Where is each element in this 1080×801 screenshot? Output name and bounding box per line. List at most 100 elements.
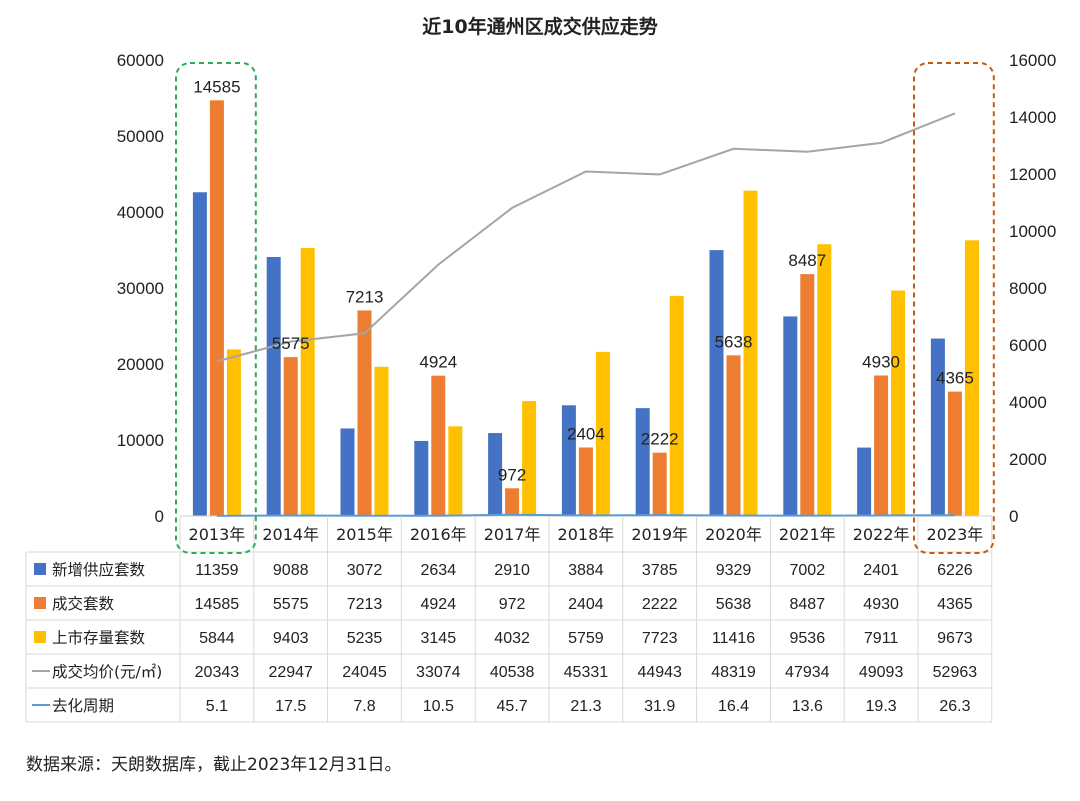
table-cell: 48319 <box>711 664 756 681</box>
data-label: 5638 <box>715 332 753 351</box>
table-cell: 21.3 <box>570 698 601 715</box>
category-label: 2021年 <box>779 525 836 544</box>
bar <box>635 408 650 516</box>
bar <box>578 447 593 516</box>
data-label: 5575 <box>272 334 310 353</box>
bar <box>522 401 537 516</box>
table-cell: 44943 <box>637 664 682 681</box>
data-label: 2404 <box>567 424 605 443</box>
table-cell: 14585 <box>195 596 240 613</box>
category-label: 2015年 <box>336 525 393 544</box>
table-cell: 3145 <box>421 630 457 647</box>
bar <box>964 240 979 516</box>
bar <box>357 310 372 516</box>
category-label: 2016年 <box>410 525 467 544</box>
data-label: 8487 <box>788 251 826 270</box>
table-row-name: 成交均价(元/㎡) <box>52 663 162 681</box>
right-tick-label: 0 <box>1009 507 1018 526</box>
table-cell: 3884 <box>568 562 604 579</box>
left-tick-label: 50000 <box>117 127 164 146</box>
bar <box>283 357 298 516</box>
series-line <box>216 513 955 517</box>
right-tick-label: 6000 <box>1009 336 1047 355</box>
table-cell: 7213 <box>347 596 383 613</box>
bar <box>192 192 207 516</box>
bar <box>505 488 520 516</box>
bar <box>947 391 962 516</box>
right-tick-label: 4000 <box>1009 393 1047 412</box>
data-label: 4365 <box>936 369 974 388</box>
bar-group <box>180 100 992 517</box>
bar <box>374 366 389 516</box>
table-cell: 2634 <box>421 562 457 579</box>
table-cell: 4924 <box>421 596 457 613</box>
category-label: 2014年 <box>262 525 319 544</box>
bar <box>817 244 832 516</box>
table-cell: 3072 <box>347 562 383 579</box>
bar <box>891 290 906 516</box>
right-tick-label: 14000 <box>1009 108 1056 127</box>
table-cell: 24045 <box>342 664 387 681</box>
data-label: 972 <box>498 465 526 484</box>
table-cell: 5844 <box>199 630 235 647</box>
right-tick-label: 2000 <box>1009 450 1047 469</box>
table-cell: 4365 <box>937 596 973 613</box>
legend-swatch <box>34 597 46 609</box>
bar <box>226 349 241 516</box>
table-cell: 10.5 <box>423 698 454 715</box>
chart-title: 近10年通州区成交供应走势 <box>422 15 657 38</box>
table-cell: 5575 <box>273 596 309 613</box>
bar <box>726 355 741 516</box>
legend-swatch <box>34 563 46 575</box>
table-row-name: 成交套数 <box>52 595 115 613</box>
table-cell: 7.8 <box>353 698 375 715</box>
bar <box>652 452 667 516</box>
right-axis: 0 2000 4000 6000 8000 10000 12000 14000 16000 <box>1009 51 1056 526</box>
table-row-name: 上市存量套数 <box>52 629 146 647</box>
data-label: 2222 <box>641 430 679 449</box>
table-cell: 9403 <box>273 630 309 647</box>
right-tick-label: 10000 <box>1009 222 1056 241</box>
table-cell: 9673 <box>937 630 973 647</box>
table-cell: 11416 <box>712 630 755 647</box>
data-label: 7213 <box>346 287 384 306</box>
table-cell: 16.4 <box>718 698 749 715</box>
data-label: 4930 <box>862 352 900 371</box>
bar <box>561 405 576 516</box>
table-cell: 6226 <box>937 562 973 579</box>
table-cell: 2910 <box>494 562 530 579</box>
table-cell: 11359 <box>195 562 238 579</box>
bar <box>414 440 429 516</box>
bar <box>340 428 355 516</box>
left-tick-label: 20000 <box>117 355 164 374</box>
table-cell: 47934 <box>785 664 830 681</box>
table-cell: 5.1 <box>206 698 228 715</box>
table-cell: 9088 <box>273 562 309 579</box>
table-cell: 26.3 <box>939 698 970 715</box>
data-labels: 14585 5575 7213 4924 972 2404 2222 5638 8487 4930… <box>193 77 974 484</box>
bar <box>431 375 446 516</box>
table-cell: 31.9 <box>644 698 675 715</box>
table-cell: 3785 <box>642 562 678 579</box>
left-axis: 0 10000 20000 30000 40000 50000 60000 <box>117 51 164 526</box>
bar <box>743 190 758 517</box>
table-cell: 7911 <box>864 630 899 647</box>
table-cell: 19.3 <box>866 698 897 715</box>
legend-swatch <box>34 631 46 643</box>
table-cell: 5235 <box>347 630 383 647</box>
line-group <box>216 112 956 517</box>
table-cell: 17.5 <box>275 698 306 715</box>
bar <box>300 248 315 516</box>
category-label: 2018年 <box>558 525 615 544</box>
category-label: 2022年 <box>853 525 910 544</box>
table-row-name: 去化周期 <box>52 697 114 715</box>
bar <box>857 447 872 516</box>
category-label: 2020年 <box>705 525 762 544</box>
bar <box>800 274 815 516</box>
table-cell: 33074 <box>416 664 461 681</box>
category-label: 2013年 <box>189 525 246 544</box>
series-line <box>216 112 956 363</box>
right-tick-label: 8000 <box>1009 279 1047 298</box>
data-label: 4924 <box>419 353 457 372</box>
table-cell: 2404 <box>568 596 604 613</box>
